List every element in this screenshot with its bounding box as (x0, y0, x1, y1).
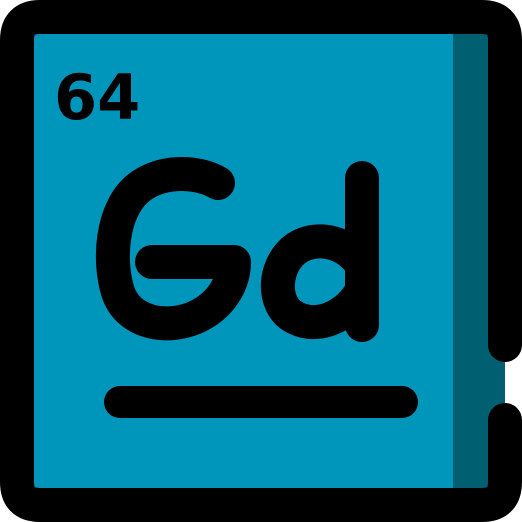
element-symbol (95, 157, 379, 342)
atomic-number: 64 (54, 61, 140, 134)
